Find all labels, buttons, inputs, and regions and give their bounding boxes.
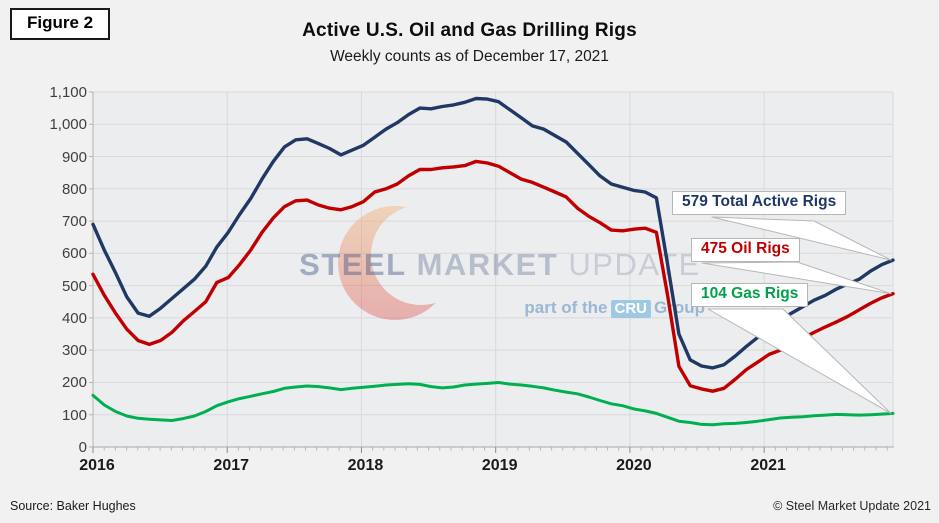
y-axis-label: 0 xyxy=(78,439,87,456)
y-axis-label: 800 xyxy=(61,180,87,198)
line-total-active-rigs xyxy=(91,96,895,370)
x-axis-label: 2020 xyxy=(616,457,652,474)
callout-oil-rigs: 475 Oil Rigs xyxy=(691,238,800,262)
y-axis-label: 1,100 xyxy=(49,84,87,101)
y-axis-label: 400 xyxy=(61,309,87,327)
x-axis-label: 2018 xyxy=(347,457,384,474)
y-axis-label: 100 xyxy=(61,406,87,424)
x-axis-label: 2017 xyxy=(213,457,250,474)
y-axis-label: 700 xyxy=(61,213,87,231)
x-axis-label: 2019 xyxy=(481,457,518,474)
line-gas-rigs xyxy=(91,381,895,427)
y-axis-label: 1,000 xyxy=(49,116,87,134)
y-axis-label: 900 xyxy=(61,148,87,166)
chart-title: Active U.S. Oil and Gas Drilling Rigs xyxy=(302,20,637,41)
x-axis-label: 2021 xyxy=(750,457,786,474)
source-note: Source: Baker Hughes xyxy=(10,499,136,513)
y-axis-label: 600 xyxy=(61,245,87,263)
y-axis-label: 500 xyxy=(61,277,87,295)
y-axis-label: 300 xyxy=(61,342,87,360)
y-axis-label: 200 xyxy=(61,374,87,392)
figure-label: Figure 2 xyxy=(10,8,111,40)
copyright-note: © Steel Market Update 2021 xyxy=(773,499,931,513)
callout-gas-rigs: 104 Gas Rigs xyxy=(691,283,809,307)
callout-total-active-rigs: 579 Total Active Rigs xyxy=(672,191,847,215)
chart-subtitle: Weekly counts as of December 17, 2021 xyxy=(330,48,609,65)
x-axis-label: 2016 xyxy=(79,457,115,474)
